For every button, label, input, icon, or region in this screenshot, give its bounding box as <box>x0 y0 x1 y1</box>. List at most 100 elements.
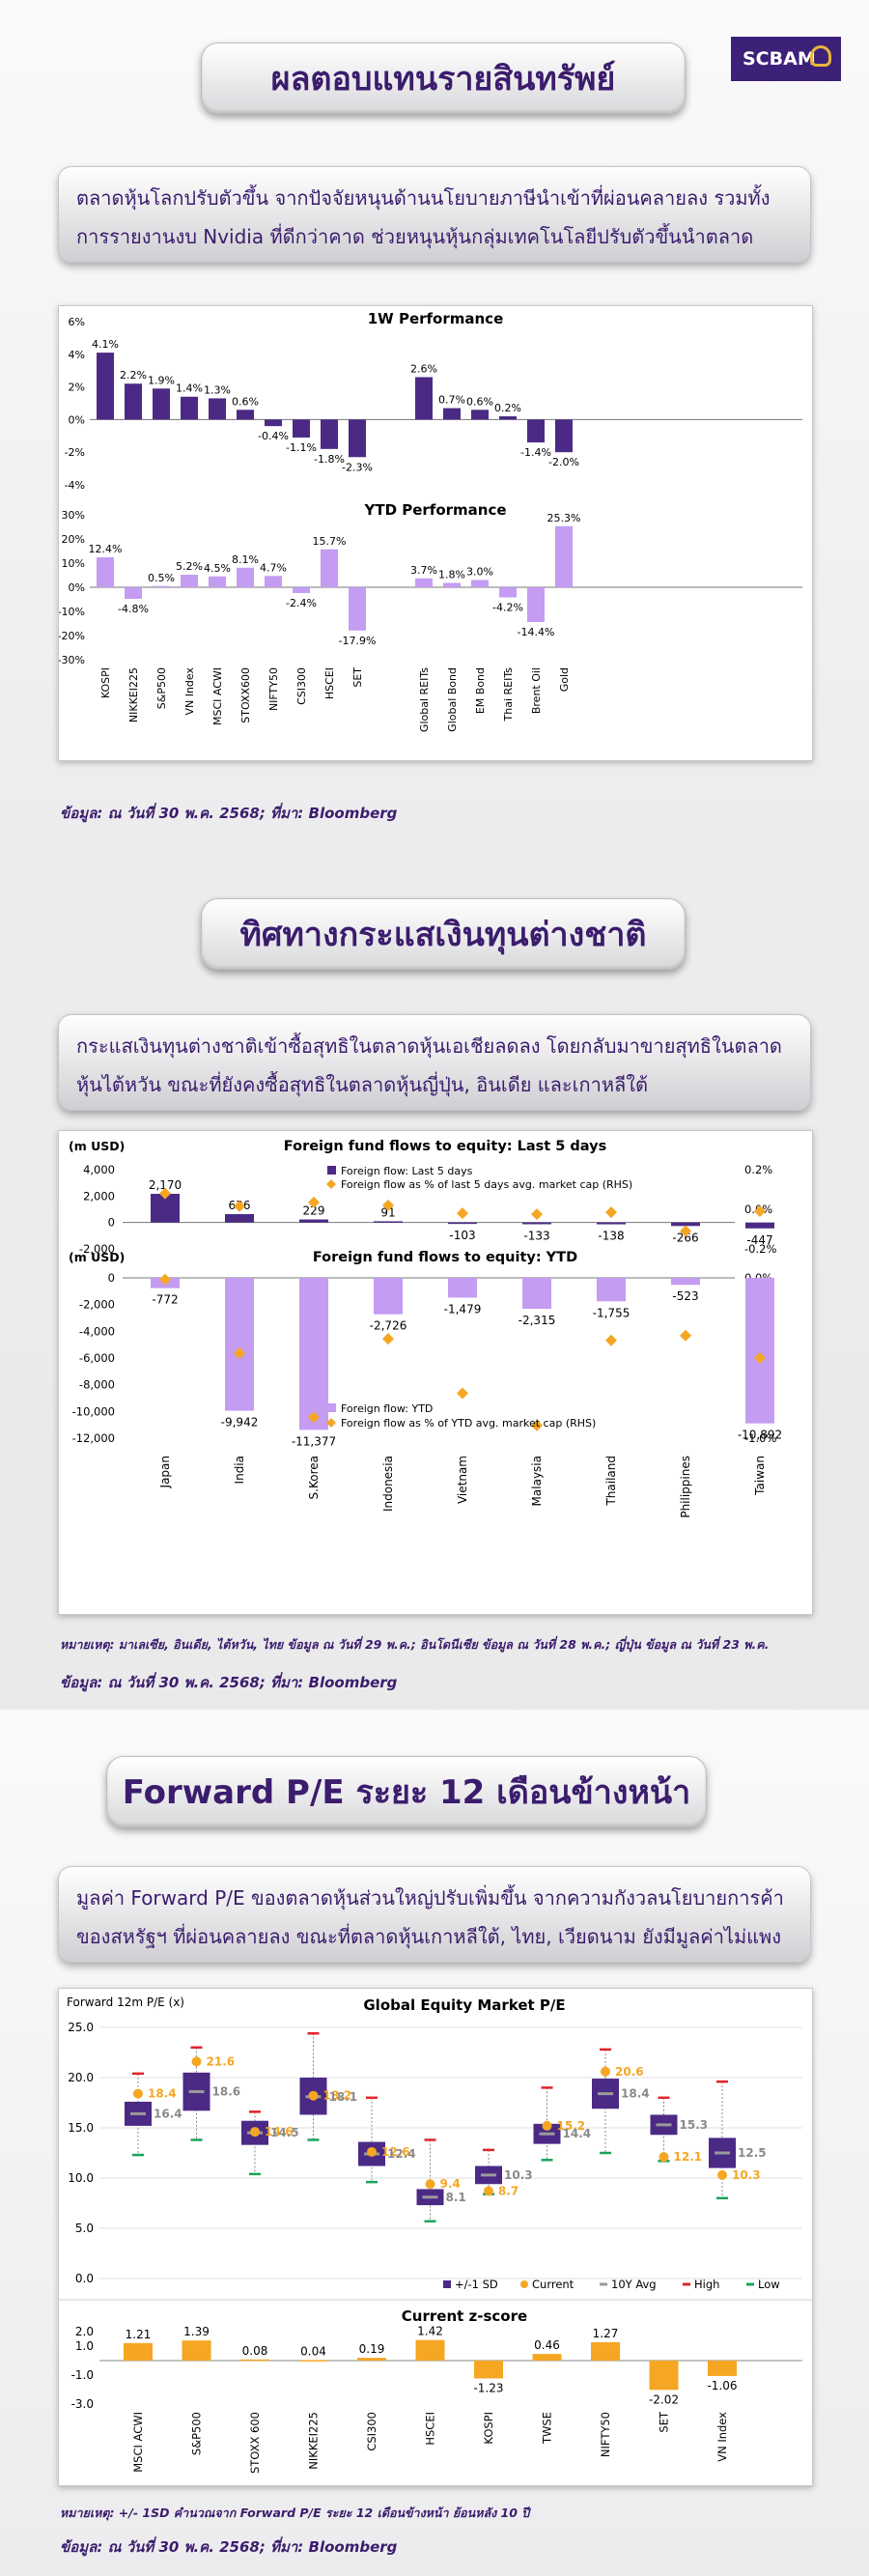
data-label: 0.08 <box>242 2344 268 2358</box>
current-marker-1 <box>191 2056 202 2067</box>
legend-swatch <box>326 1179 336 1189</box>
y-tick-label: 2,000 <box>83 1189 115 1203</box>
data-label: -1.1% <box>286 441 317 454</box>
x-tick-label: Global REITs <box>418 667 431 732</box>
flow-bar-3-5 <box>522 1278 551 1310</box>
legend-swatch <box>520 2280 528 2288</box>
unit-label: (m USD) <box>69 1250 125 1264</box>
y-tick-label: -30% <box>59 654 85 666</box>
y-tick-label: 20.0 <box>68 2071 94 2084</box>
pct-marker-3-0 <box>159 1273 171 1286</box>
chart-title: 1W Performance <box>368 310 504 327</box>
zscore-bar-0 <box>124 2342 153 2361</box>
y-tick-label: 25.0 <box>68 2021 94 2034</box>
legend-label: 10Y Avg <box>611 2278 657 2291</box>
current-label: 20.6 <box>615 2065 644 2079</box>
x-tick-label: Philippines <box>679 1456 692 1518</box>
pct-marker-3-8 <box>754 1352 766 1364</box>
legend-swatch <box>326 1418 336 1428</box>
bar-1-14 <box>527 587 545 622</box>
data-label: -2.4% <box>286 597 317 609</box>
pct-marker-3-5 <box>531 1419 543 1431</box>
data-label: -9,942 <box>221 1416 259 1430</box>
current-marker-0 <box>133 2088 143 2099</box>
section3-note: หมายเหตุ: +/- 1SD คำนวณจาก Forward P/E ร… <box>60 2505 530 2520</box>
y2-tick-label: -1.0% <box>744 1431 776 1445</box>
avg-label: 12.5 <box>738 2146 767 2160</box>
bar-1-15 <box>555 525 573 587</box>
pct-marker-2-5 <box>531 1208 543 1221</box>
y-tick-label: -2,000 <box>79 1298 115 1312</box>
data-label: 1.3% <box>204 383 231 396</box>
y-tick-label: 30% <box>62 509 85 522</box>
data-label: -14.4% <box>518 626 555 638</box>
performance-chart-panel: 1W Performance 6% 4% 2% 0% -2% -4% 4.1% 2.2% 1.9%… <box>58 305 813 761</box>
x-tick-label: SET <box>351 667 364 688</box>
legend-swatch <box>443 2280 451 2288</box>
data-label: 4.7% <box>260 561 287 574</box>
data-label: -447 <box>746 1233 772 1247</box>
data-label: -523 <box>672 1289 698 1303</box>
current-marker-10 <box>717 2169 727 2180</box>
section1-source: ข้อมูล: ณ วันที่ 30 พ.ค. 2568; ที่มา: Bl… <box>60 805 398 822</box>
y-tick-label: 15.0 <box>68 2121 94 2135</box>
x-tick-label: CSI300 <box>365 2412 378 2451</box>
y-tick-label: 4,000 <box>83 1163 115 1176</box>
data-label: -266 <box>672 1231 698 1244</box>
data-label: 3.0% <box>466 566 493 579</box>
chart-title: Foreign fund flows to equity: Last 5 day… <box>284 1139 606 1154</box>
current-marker-2 <box>250 2127 260 2137</box>
avg-label: 18.1 <box>329 2090 358 2104</box>
bar-0-13 <box>499 416 517 420</box>
y-tick-label: -4% <box>65 479 85 492</box>
x-tick-label: KOSPI <box>482 2412 495 2445</box>
data-label: -1.8% <box>314 453 345 466</box>
bar-1-9 <box>349 587 366 631</box>
data-label: -11,377 <box>292 1434 336 1448</box>
x-tick-label: S.Korea <box>307 1456 321 1499</box>
data-label: 0.2% <box>494 402 521 414</box>
data-label: 12.4% <box>89 543 123 555</box>
flow-bar-2-4 <box>448 1222 477 1225</box>
data-label: -0.4% <box>258 430 289 442</box>
y-tick-label: -10% <box>59 606 85 618</box>
x-tick-label: Thai REITs <box>502 667 515 722</box>
current-marker-6 <box>484 2186 493 2196</box>
flow-bar-3-4 <box>448 1278 477 1298</box>
x-tick-label: NIKKEI225 <box>127 667 140 722</box>
flow-bar-2-8 <box>745 1222 774 1229</box>
bar-0-3 <box>181 396 198 420</box>
bar-0-5 <box>237 410 254 420</box>
x-tick-label: TWSE <box>541 2412 554 2445</box>
bar-0-11 <box>443 408 461 420</box>
pe-chart: Forward 12m P/E (x) Global Equity Market … <box>59 1996 812 2474</box>
pct-marker-2-8 <box>754 1205 766 1218</box>
y-tick-label: -4,000 <box>79 1324 115 1338</box>
pct-marker-2-0 <box>159 1187 171 1200</box>
legend-label: Low <box>758 2278 780 2291</box>
x-tick-label: STOXX600 <box>239 667 252 723</box>
x-tick-label: Malaysia <box>530 1456 544 1506</box>
flow-bar-2-1 <box>225 1213 254 1223</box>
performance-chart: 1W Performance 6% 4% 2% 0% -2% -4% 4.1% 2.2% 1.9%… <box>58 310 802 732</box>
current-label: 8.7 <box>498 2185 519 2198</box>
unit-label: (m USD) <box>69 1139 125 1153</box>
x-tick-label: MSCI ACWI <box>131 2412 145 2473</box>
y2-tick-label: -0.2% <box>744 1242 776 1256</box>
y-tick-label: 0.0 <box>75 2272 94 2285</box>
x-tick-label: CSI300 <box>295 667 308 705</box>
legend-label: Foreign flow: Last 5 days <box>341 1165 473 1177</box>
data-label: -2,726 <box>370 1319 407 1333</box>
bar-0-4 <box>209 398 226 420</box>
x-tick-label: Thailand <box>604 1456 618 1507</box>
data-label: -10,892 <box>738 1429 782 1442</box>
bar-1-10 <box>415 578 433 587</box>
y-tick-label: 10.0 <box>68 2171 94 2185</box>
data-label: 8.1% <box>232 553 259 566</box>
x-tick-label: MSCI ACWI <box>211 667 224 725</box>
legend-label: Foreign flow: YTD <box>341 1402 433 1415</box>
data-label: -138 <box>598 1230 624 1243</box>
bar-0-1 <box>125 383 142 420</box>
data-label: -2,315 <box>519 1314 556 1327</box>
flow-bar-3-2 <box>299 1278 328 1430</box>
